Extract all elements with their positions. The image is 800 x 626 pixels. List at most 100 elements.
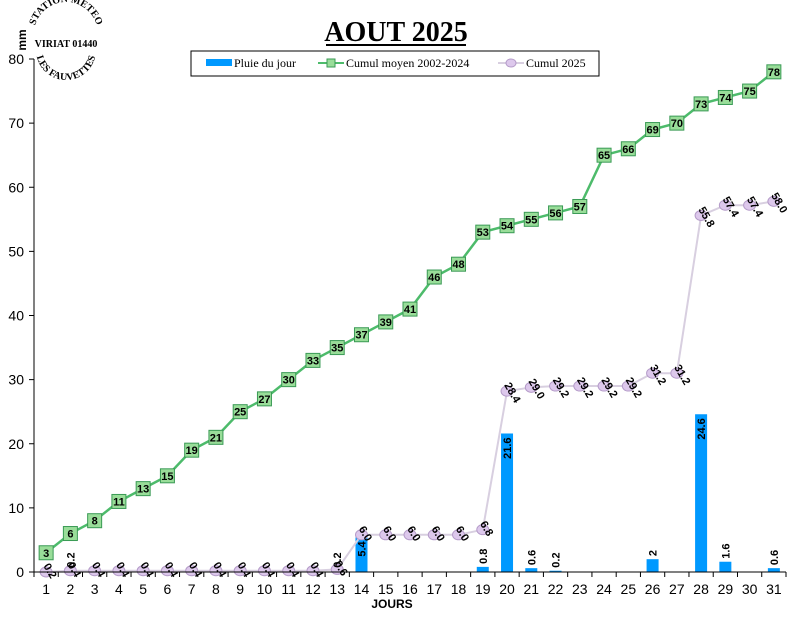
rain-bar-label: 0.2 <box>332 552 344 567</box>
stamp-bottom-text: LES FAUVETTES <box>34 54 99 83</box>
x-tick-label: 26 <box>645 581 661 597</box>
cumul-avg-label: 3 <box>43 548 49 560</box>
x-tick-label: 11 <box>281 581 296 597</box>
cumul-avg-marker <box>184 442 200 458</box>
cumul-2025-label: 6.0 <box>380 524 398 543</box>
cumul-2025-label: 0.4 <box>138 560 156 580</box>
y-tick-label: 60 <box>8 179 24 195</box>
legend: Pluie du jour Cumul moyen 2002-2024 Cumu… <box>190 50 600 77</box>
cumul-avg-marker <box>87 513 103 529</box>
cumul-avg-marker <box>305 352 321 368</box>
cumul-avg-label: 21 <box>210 432 222 444</box>
cumul-avg-marker <box>499 218 515 234</box>
cumul-2025-marker <box>354 529 368 541</box>
cumul-avg-label: 46 <box>428 272 440 284</box>
cumul-avg-marker <box>38 545 54 561</box>
x-tick-label: 14 <box>354 581 370 597</box>
cumul-avg-label: 8 <box>92 516 98 528</box>
cumul-avg-marker <box>232 404 248 420</box>
cumul-2025-marker <box>160 565 174 577</box>
cumul-2025-marker <box>112 565 126 577</box>
rain-bars <box>64 414 780 572</box>
cumul-avg-marker <box>159 468 175 484</box>
cumul-2025-label: 0.4 <box>235 560 253 580</box>
cumul-2025-label: 0.4 <box>259 560 277 580</box>
y-tick-label: 30 <box>8 372 24 388</box>
legend-box <box>190 50 600 77</box>
x-axis-ticks: 1 2 3 4 5 6 7 8 9 10 11 12 13 14 15 16 17 18 19 20 21 22 23 24 2… <box>33 572 787 597</box>
cumul-2025-marker <box>379 529 393 541</box>
cumul-2025-marker <box>549 380 563 392</box>
cumul-2025-marker <box>452 529 466 541</box>
legend-swatch-avg-marker <box>326 58 336 68</box>
x-axis-label: JOURS <box>371 597 412 611</box>
x-tick-label: 17 <box>426 581 442 597</box>
rain-bar-label: 0.2 <box>551 552 563 567</box>
legend-label-2025: Cumul 2025 <box>526 56 586 70</box>
rain-bar-label: 0.2 <box>65 552 77 567</box>
x-tick-label: 6 <box>164 581 172 597</box>
cumul-avg-marker <box>523 211 539 227</box>
y-tick-label: 10 <box>8 500 24 516</box>
cumul-2025-label: 0.4 <box>162 560 180 580</box>
cumul-avg-marker <box>135 481 151 497</box>
y-tick-label: 40 <box>8 308 24 324</box>
rain-bar-label: 5.4 <box>356 540 368 556</box>
cumul-avg-label: 13 <box>137 484 149 496</box>
cumul-avg-marker <box>742 83 758 99</box>
x-tick-label: 1 <box>42 581 50 597</box>
cumul-2025-label: 6.0 <box>404 524 422 543</box>
x-tick-label: 28 <box>693 581 709 597</box>
x-tick-label: 20 <box>499 581 515 597</box>
cumul-avg-label: 35 <box>331 343 343 355</box>
cumul-avg-marker <box>208 429 224 445</box>
cumul-2025-label: 0.4 <box>307 560 325 580</box>
cumul-2025-line <box>46 200 775 573</box>
cumul-2025-series: 0.2 0.4 0.4 0.4 0.4 0.4 0.4 0.4 0.4 0.4 0.4 0.4 0.66… <box>39 191 789 581</box>
rain-bar <box>355 537 368 572</box>
cumul-2025-marker <box>403 529 417 541</box>
cumul-2025-label: 6.0 <box>429 524 447 543</box>
x-tick-label: 25 <box>621 581 637 597</box>
rain-bar <box>646 559 659 572</box>
cumul-2025-marker <box>282 565 296 577</box>
cumul-2025-label: 0.4 <box>113 560 131 580</box>
cumul-2025-label: 0.4 <box>89 560 107 580</box>
cumul-2025-marker <box>646 367 660 379</box>
rain-bar <box>719 561 732 572</box>
x-tick-label: 12 <box>305 581 321 597</box>
rain-bar-label: 2 <box>648 550 660 556</box>
cumul-avg-label: 19 <box>186 445 198 457</box>
legend-label-rain: Pluie du jour <box>234 56 296 70</box>
cumul-2025-marker <box>670 367 684 379</box>
x-tick-label: 30 <box>742 581 758 597</box>
stamp-top-text: STATION METEO <box>28 0 105 27</box>
cumul-avg-series: 3 6 8 11 13 15 19 21 25 27 30 33 35 37 39 41 46 48 53 54 55 5… <box>38 64 782 561</box>
cumul-2025-label: 0.4 <box>283 560 301 580</box>
cumul-avg-label: 30 <box>283 375 295 387</box>
cumul-avg-marker <box>378 314 394 330</box>
cumul-avg-marker <box>402 301 418 317</box>
cumul-avg-marker <box>620 141 636 157</box>
cumul-2025-marker <box>136 565 150 577</box>
legend-swatch-rain <box>206 59 232 66</box>
cumul-2025-marker <box>524 381 538 393</box>
cumul-avg-marker <box>572 198 588 214</box>
cumul-2025-label: 0.4 <box>186 560 204 580</box>
rain-bar <box>501 433 514 572</box>
cumul-avg-marker <box>111 493 127 509</box>
x-tick-label: 23 <box>572 581 588 597</box>
cumul-avg-marker <box>766 64 782 80</box>
x-tick-label: 29 <box>718 581 734 597</box>
cumul-avg-label: 48 <box>452 259 464 271</box>
y-tick-label: 80 <box>8 51 24 67</box>
cumul-avg-label: 37 <box>355 330 367 342</box>
cumul-avg-label: 66 <box>622 144 634 156</box>
x-tick-label: 19 <box>475 581 491 597</box>
cumul-avg-marker <box>596 147 612 163</box>
x-tick-label: 8 <box>212 581 220 597</box>
chart-title: AOUT 2025 <box>324 17 467 48</box>
cumul-avg-marker <box>717 89 733 105</box>
cumul-2025-marker <box>694 209 708 221</box>
y-tick-label: 0 <box>16 564 24 580</box>
